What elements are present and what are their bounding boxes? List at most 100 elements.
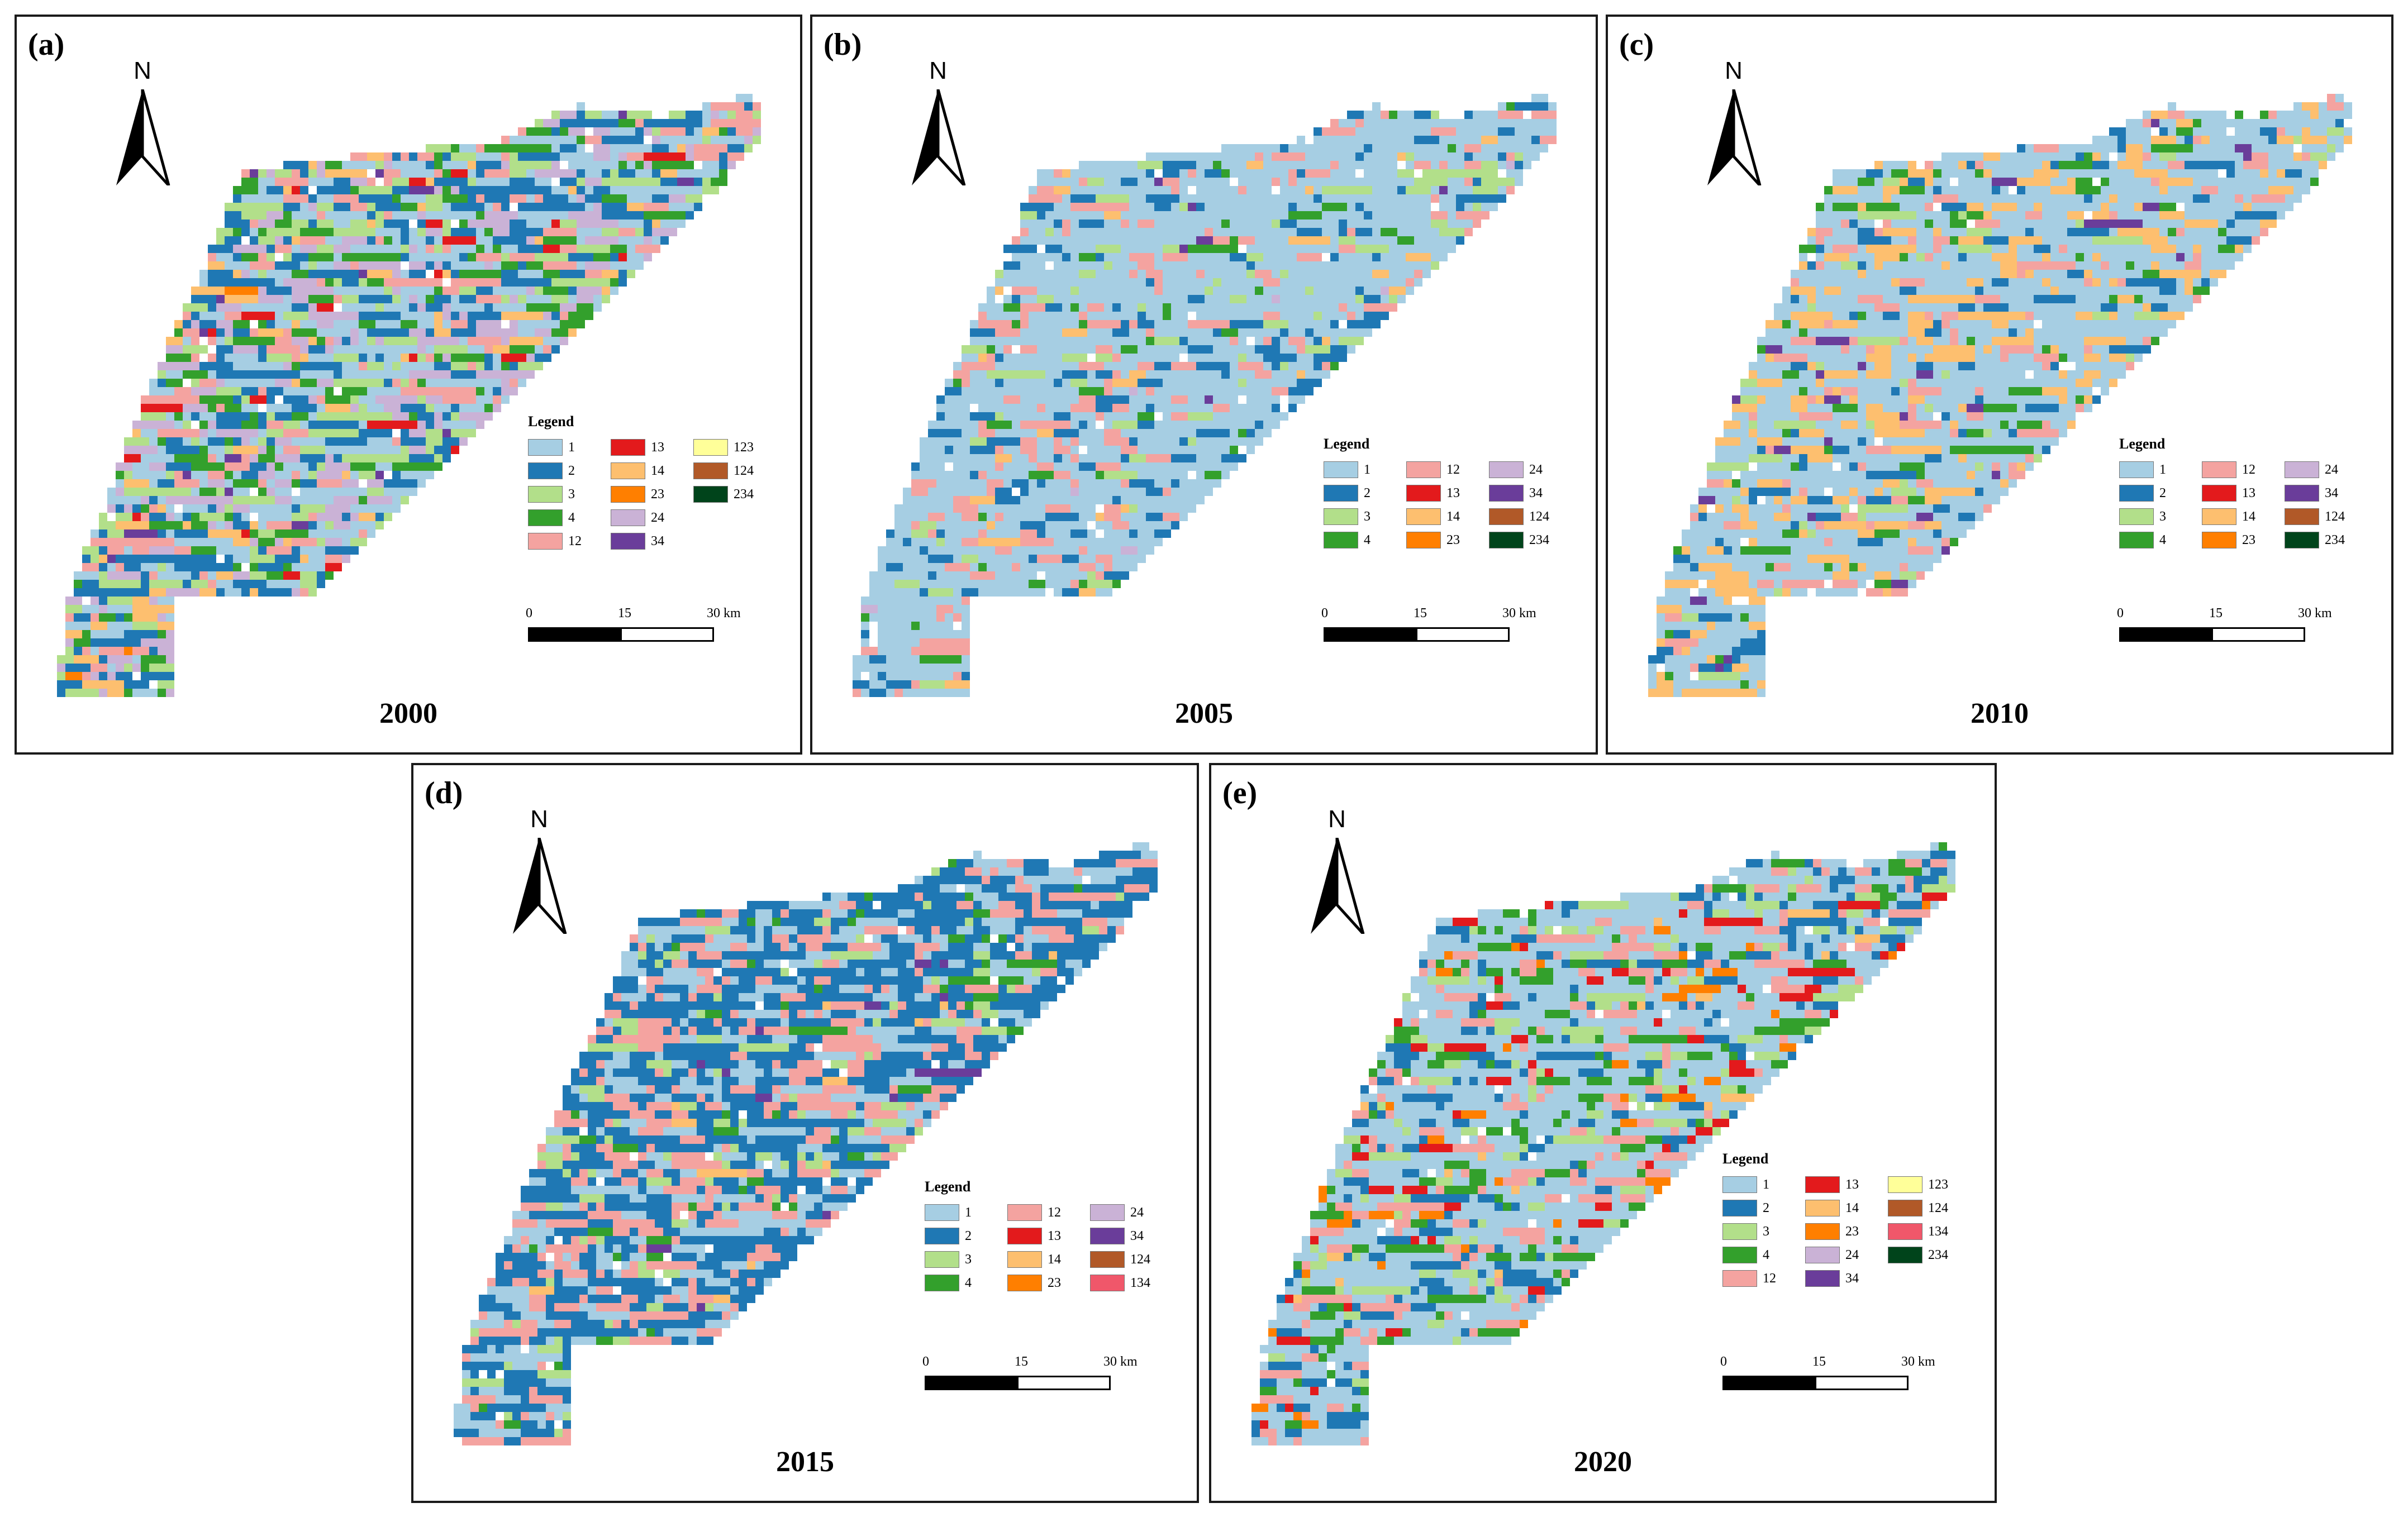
legend-item: 12 xyxy=(1007,1201,1090,1224)
legend-item: 234 xyxy=(2285,528,2367,552)
scale-bar: 0 15 30 km xyxy=(2117,606,2332,651)
legend-label: 2 xyxy=(1364,485,1370,500)
legend-label: 134 xyxy=(1928,1224,1948,1239)
legend-swatch xyxy=(1007,1204,1042,1221)
legend-swatch xyxy=(1406,508,1441,525)
panel-2000: (a) N Legend 1 2 3 4 12 13 14 23 24 34 123 124 234 0… xyxy=(15,15,802,755)
scale-tick-label: 30 km xyxy=(707,606,741,621)
legend-label: 12 xyxy=(1446,462,1460,477)
scale-tick-label: 0 xyxy=(922,1354,929,1369)
legend-item: 134 xyxy=(1090,1271,1173,1295)
north-letter: N xyxy=(530,805,548,833)
legend-label: 13 xyxy=(651,440,664,455)
legend-item: 1 xyxy=(528,436,611,459)
legend-label: 124 xyxy=(1928,1200,1948,1215)
legend-swatch xyxy=(2119,461,2154,478)
legend-swatch xyxy=(2202,508,2236,525)
legend-swatch xyxy=(693,462,728,479)
scale-tick-label: 30 km xyxy=(2298,606,2332,621)
panel-label: (e) xyxy=(1222,776,1258,810)
legend-swatch xyxy=(1489,508,1524,525)
legend-item: 3 xyxy=(1324,505,1406,528)
legend-item: 134 xyxy=(1888,1220,1971,1243)
legend-label: 34 xyxy=(1529,485,1543,500)
legend-label: 13 xyxy=(1048,1228,1061,1243)
legend-swatch xyxy=(2285,532,2319,548)
legend-label: 124 xyxy=(1529,509,1549,524)
legend-label: 24 xyxy=(1130,1205,1144,1220)
legend-item: 14 xyxy=(2202,505,2285,528)
legend-swatch xyxy=(2285,461,2319,478)
legend-label: 4 xyxy=(965,1275,972,1290)
north-arrow-icon: N xyxy=(508,805,570,934)
map-legend: Legend 1 2 3 4 12 13 14 23 24 34 124 234 xyxy=(1324,436,1572,552)
scale-bar: 0 15 30 km xyxy=(922,1354,1138,1399)
north-letter: N xyxy=(134,57,151,84)
panel-label: (c) xyxy=(1619,27,1654,62)
north-letter: N xyxy=(1328,805,1346,833)
legend-swatch xyxy=(611,439,645,456)
legend-item: 124 xyxy=(693,459,776,483)
legend-item: 23 xyxy=(611,483,693,506)
legend-item: 12 xyxy=(2202,458,2285,481)
legend-label: 23 xyxy=(2242,532,2255,547)
legend-item: 234 xyxy=(693,483,776,506)
legend-item: 12 xyxy=(1406,458,1489,481)
legend-swatch xyxy=(1722,1223,1757,1240)
north-arrow-icon: N xyxy=(1306,805,1368,934)
legend-swatch xyxy=(528,533,563,550)
legend-swatch xyxy=(925,1275,959,1291)
legend-title: Legend xyxy=(1722,1151,1769,1167)
legend-label: 3 xyxy=(965,1252,972,1267)
legend-item: 13 xyxy=(1007,1224,1090,1248)
legend-title: Legend xyxy=(528,413,574,430)
panel-year: 2010 xyxy=(1971,698,2029,729)
north-letter: N xyxy=(929,57,947,84)
legend-item: 2 xyxy=(1324,481,1406,505)
legend-label: 234 xyxy=(734,486,754,502)
legend-label: 23 xyxy=(1446,532,1460,547)
legend-swatch xyxy=(1805,1176,1840,1193)
legend-grid: 1 2 3 4 12 13 14 23 24 34 123 124 134 234 xyxy=(1722,1173,1971,1290)
legend-item: 13 xyxy=(611,436,693,459)
legend-item: 24 xyxy=(1489,458,1572,481)
legend-label: 124 xyxy=(734,463,754,478)
legend-label: 4 xyxy=(1364,532,1370,547)
panel-year: 2000 xyxy=(379,698,437,729)
legend-item: 3 xyxy=(528,483,611,506)
panel-label: (d) xyxy=(425,776,463,810)
north-arrow-icon: N xyxy=(112,57,173,185)
north-arrow-icon: N xyxy=(907,57,969,185)
legend-item: 13 xyxy=(1805,1173,1888,1196)
legend-swatch xyxy=(2285,485,2319,502)
legend-label: 2 xyxy=(1763,1200,1769,1215)
panel-year: 2015 xyxy=(776,1446,834,1478)
legend-item: 3 xyxy=(2119,505,2202,528)
scale-tick-label: 0 xyxy=(1321,606,1328,621)
legend-swatch xyxy=(1888,1176,1922,1193)
legend-swatch xyxy=(611,486,645,503)
legend-swatch xyxy=(925,1251,959,1268)
legend-label: 12 xyxy=(568,533,582,548)
legend-item: 34 xyxy=(1090,1224,1173,1248)
legend-label: 13 xyxy=(1845,1177,1859,1192)
legend-swatch xyxy=(1489,461,1524,478)
panel-year: 2020 xyxy=(1574,1446,1632,1478)
legend-swatch xyxy=(1007,1251,1042,1268)
legend-grid: 1 2 3 4 12 13 14 23 24 34 124 234 xyxy=(1324,458,1572,552)
legend-item: 4 xyxy=(1722,1243,1805,1267)
land-use-map xyxy=(454,842,1158,1445)
legend-swatch xyxy=(1805,1223,1840,1240)
legend-label: 2 xyxy=(568,463,575,478)
legend-label: 14 xyxy=(1845,1200,1859,1215)
scale-tick-label: 30 km xyxy=(1103,1354,1138,1369)
legend-swatch xyxy=(1007,1228,1042,1244)
legend-label: 124 xyxy=(1130,1252,1150,1267)
legend-label: 123 xyxy=(734,440,754,455)
legend-item: 34 xyxy=(1489,481,1572,505)
legend-label: 3 xyxy=(568,486,575,502)
legend-item: 24 xyxy=(611,506,693,529)
scale-tick-label: 15 xyxy=(1414,606,1427,621)
scale-tick-label: 15 xyxy=(618,606,631,621)
legend-item: 1 xyxy=(925,1201,1007,1224)
